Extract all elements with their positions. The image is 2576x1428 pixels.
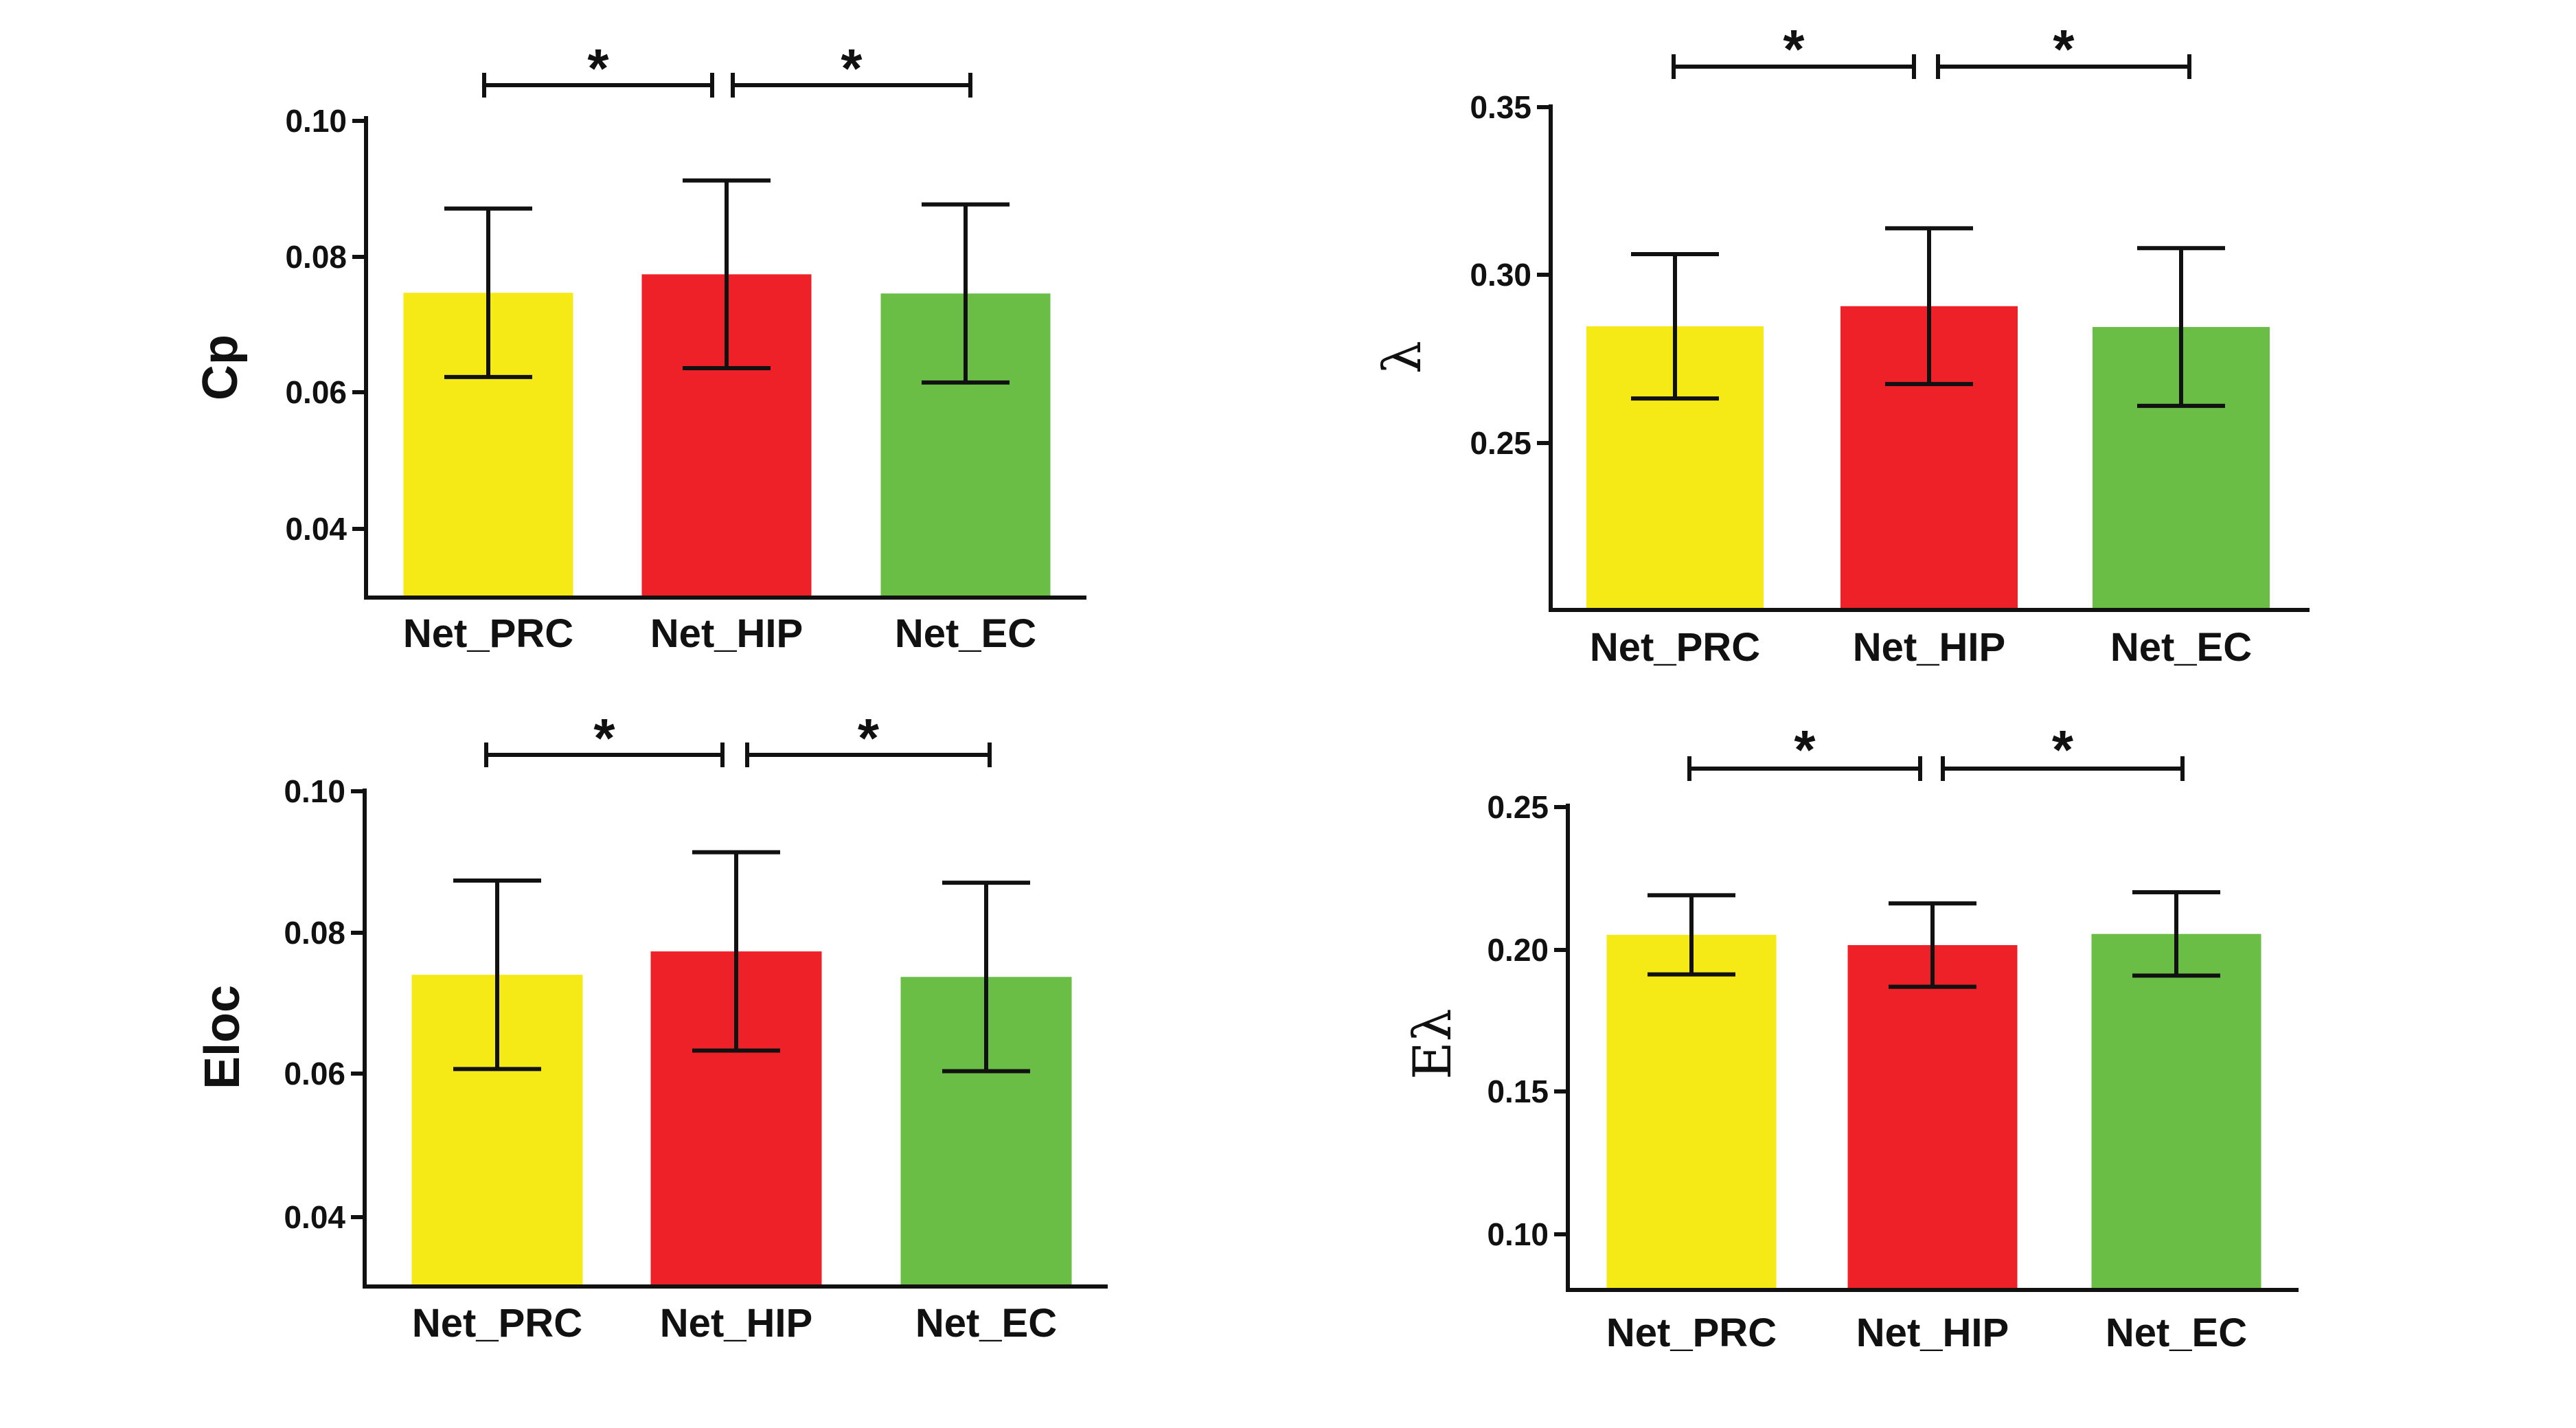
y-tick-label: 0.10 [285,103,347,139]
category-label: Net_PRC [1590,625,1760,670]
y-tick-label: 0.15 [1487,1074,1549,1109]
chart-elambda: 0.10 0.15 0.20 0.25 Net_PRC Net_HIP Net_EC Eλ * * [1402,719,2299,1355]
category-label: Net_EC [915,1301,1057,1346]
y-tick-label: 0.06 [284,1056,345,1091]
chart-eloc: 0.04 0.06 0.08 0.10 Net_PRC Net_HIP Net_EC Eloc… [195,707,1108,1346]
bar-Net_EC [2091,933,2261,1290]
bar-Net_PRC [1606,935,1777,1290]
category-label: Net_EC [2106,1311,2247,1355]
category-label: Net_PRC [412,1301,582,1346]
y-tick-label: 0.08 [284,915,345,951]
y-tick-label: 0.30 [1470,257,1531,293]
significance-star: * [2053,19,2075,80]
y-tick-label: 0.25 [1487,789,1549,825]
significance-star: * [2052,719,2074,780]
y-tick-label: 0.20 [1487,932,1549,968]
chart-lambda: 0.25 0.30 0.35 Net_PRC Net_HIP Net_EC λ * * [1371,19,2310,670]
bar-Net_HIP [1847,944,2018,1290]
category-label: Net_PRC [403,611,573,656]
category-label: Net_PRC [1606,1311,1777,1355]
y-axis-label: Eloc [195,985,250,1089]
chart-cp: 0.04 0.06 0.08 0.10 Net_PRC Net_HIP Net_EC Cp * * [193,38,1086,656]
category-label: Net_EC [2110,625,2252,670]
y-tick-label: 0.10 [1487,1216,1549,1252]
category-label: Net_HIP [1856,1311,2009,1355]
y-tick-label: 0.04 [285,511,347,547]
category-label: Net_EC [895,611,1036,656]
y-tick-label: 0.08 [285,239,347,275]
category-label: Net_HIP [1853,625,2005,670]
significance-star: * [593,707,615,769]
y-axis-label: Eλ [1402,1008,1463,1080]
significance-star: * [841,38,863,99]
category-label: Net_HIP [660,1301,812,1346]
significance-star: * [858,707,880,769]
y-tick-label: 0.04 [284,1199,345,1235]
y-tick-label: 0.10 [284,773,345,809]
significance-star: * [1794,719,1816,780]
y-tick-label: 0.35 [1470,89,1531,125]
significance-star: * [587,38,609,99]
y-axis-label: Cp [193,335,248,400]
y-axis-label: λ [1371,341,1433,374]
y-tick-label: 0.25 [1470,425,1531,461]
y-tick-label: 0.06 [285,374,347,410]
category-label: Net_HIP [650,611,803,656]
significance-star: * [1783,19,1805,80]
